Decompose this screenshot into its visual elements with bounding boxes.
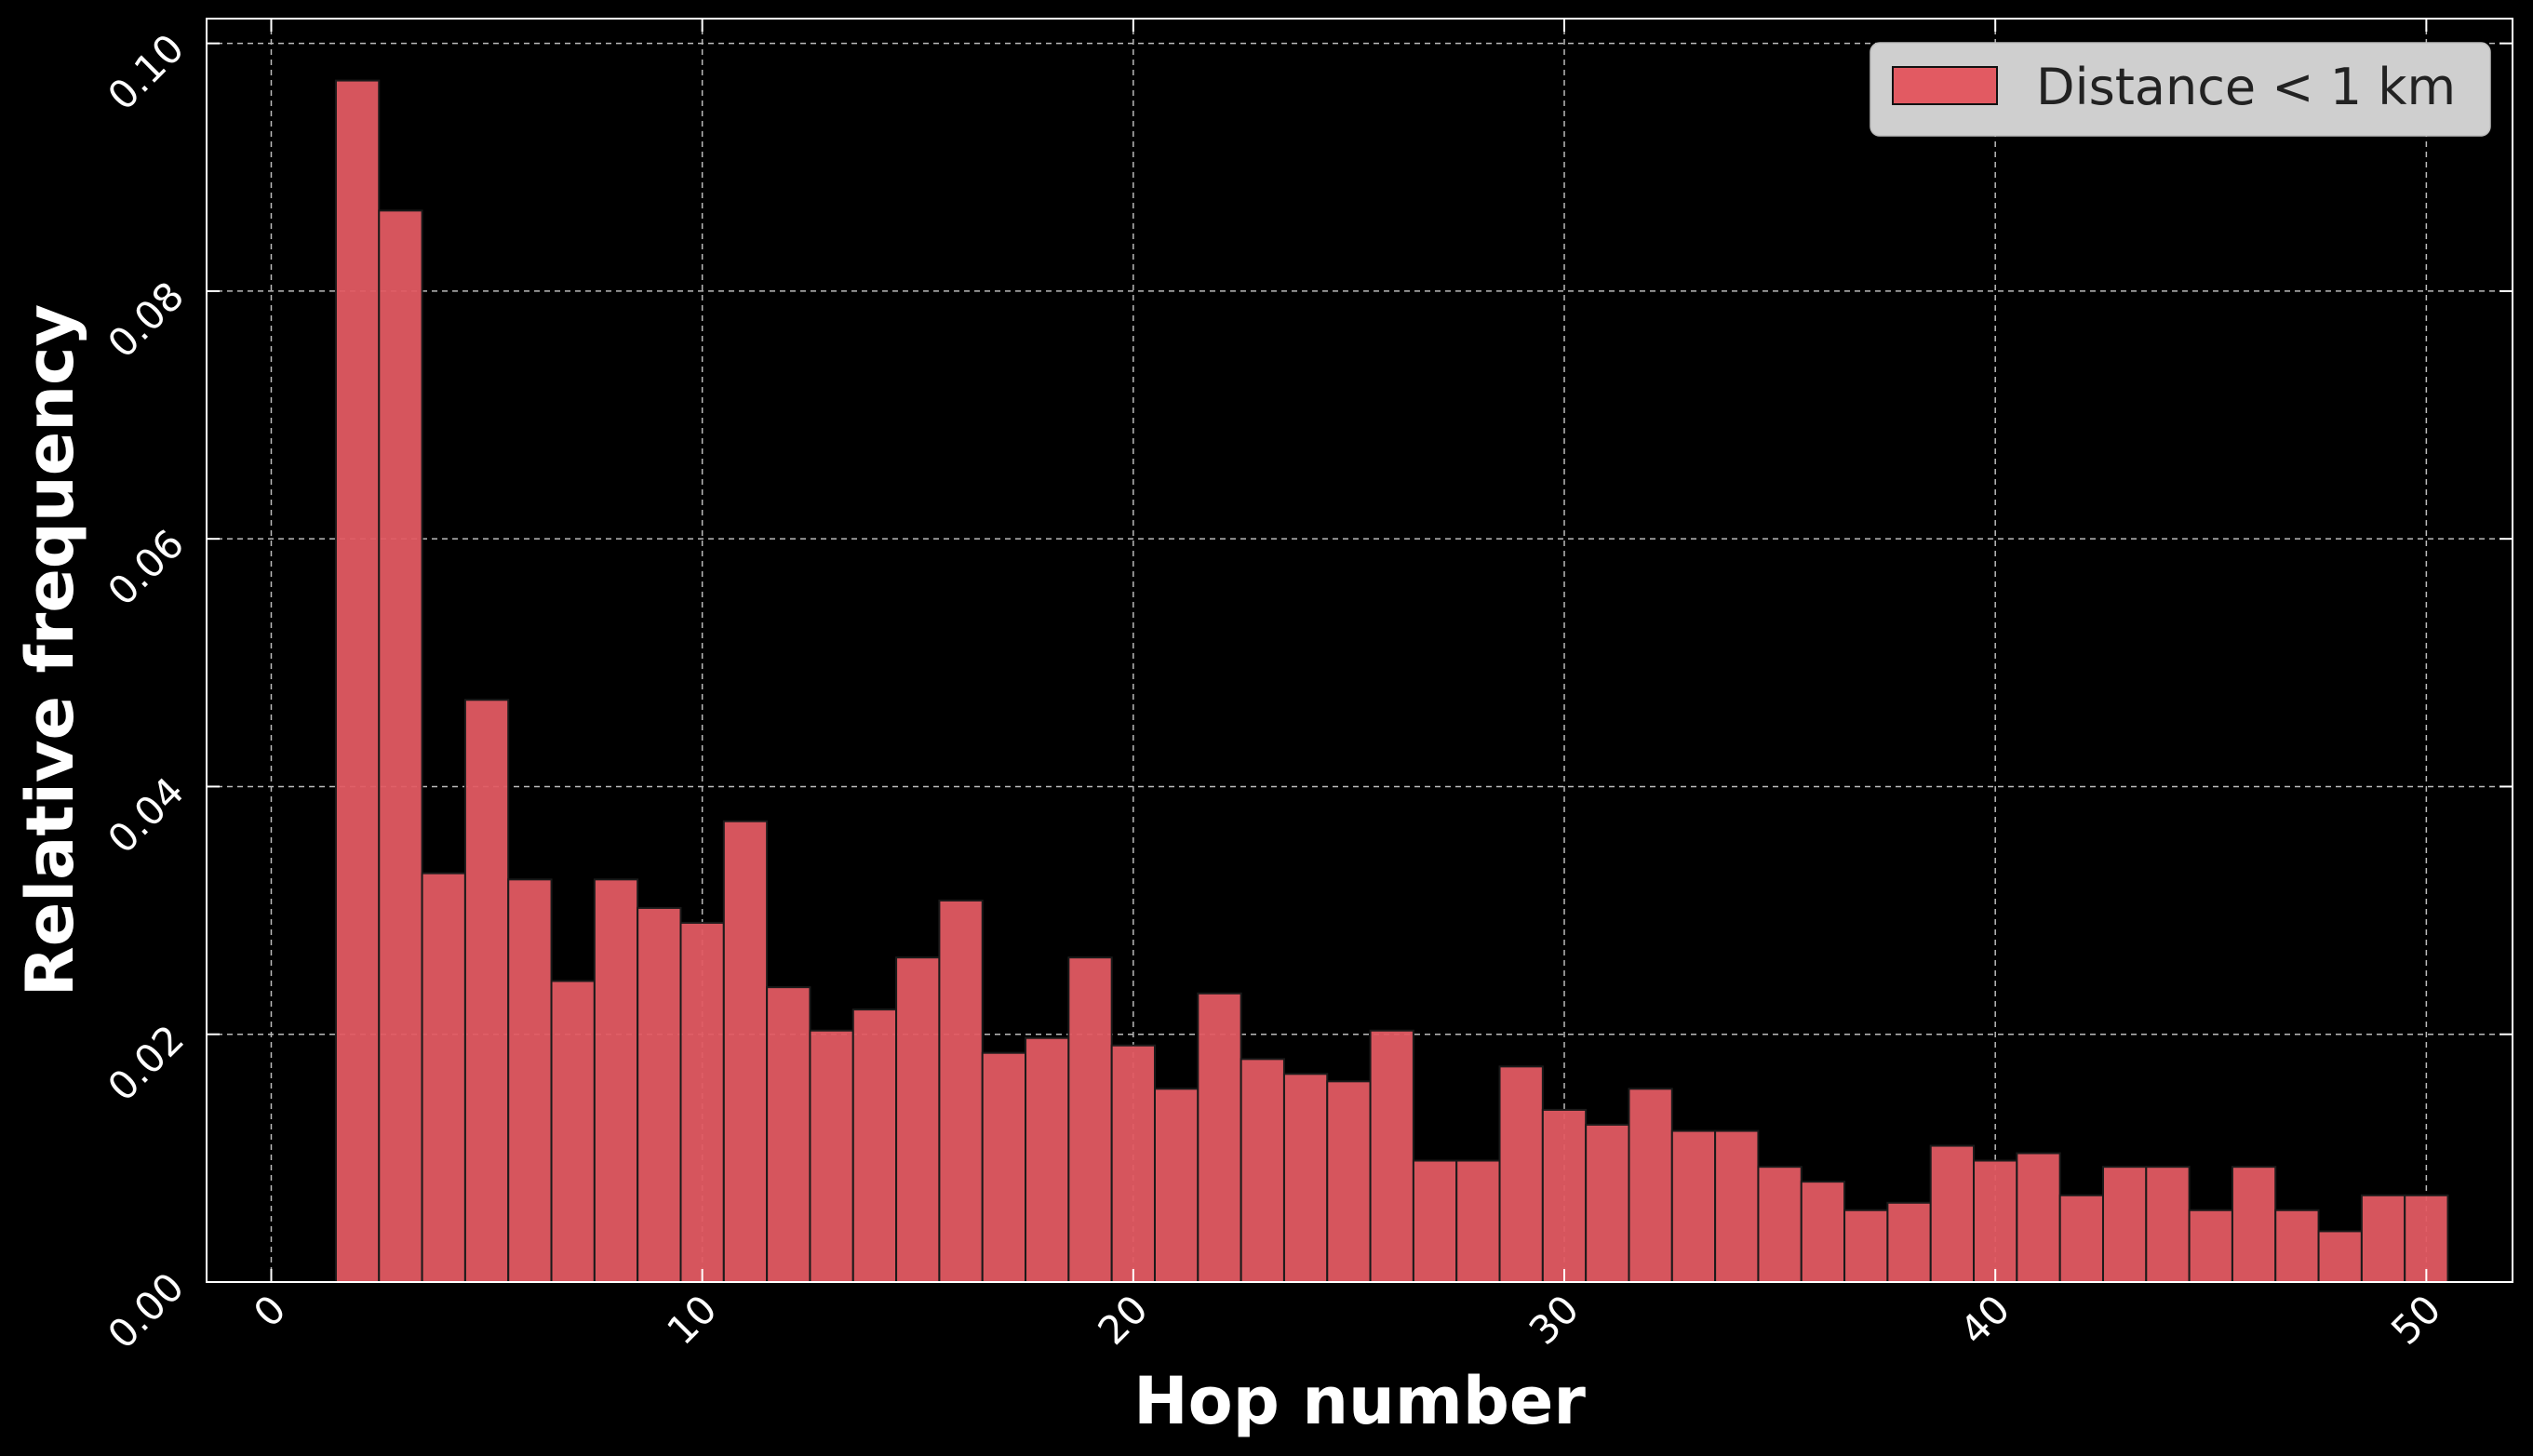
histogram-bar — [1110, 1044, 1156, 1284]
histogram-bar — [421, 872, 466, 1283]
histogram-bar — [1240, 1058, 1285, 1283]
x-tick-label: 40 — [1951, 1286, 2018, 1353]
histogram-bar — [1197, 992, 1242, 1283]
histogram-bar — [334, 79, 381, 1284]
histogram-bar — [851, 1009, 898, 1283]
histogram-bar — [1369, 1029, 1414, 1283]
histogram-bar — [1326, 1080, 1372, 1283]
x-tick-label: 0 — [245, 1286, 295, 1336]
histogram-bar — [1757, 1166, 1803, 1284]
x-tick-label: 50 — [2382, 1286, 2449, 1353]
y-tick-label: 0.02 — [99, 1016, 193, 1110]
histogram-bar — [1929, 1144, 1976, 1284]
histogram-bar — [2145, 1166, 2191, 1284]
y-axis-label: Relative frequency — [12, 304, 88, 996]
histogram-bar — [463, 699, 510, 1283]
histogram-bar — [1025, 1036, 1070, 1283]
x-tick-label: 20 — [1089, 1286, 1156, 1353]
histogram-bar — [895, 956, 941, 1284]
histogram-bar — [1886, 1201, 1932, 1283]
legend-box — [1870, 42, 2491, 137]
histogram-bar — [2360, 1194, 2406, 1284]
y-tick-label: 0.06 — [99, 521, 193, 615]
histogram-bar — [1973, 1159, 2018, 1284]
y-tick-label: 0.00 — [99, 1263, 193, 1357]
histogram-bar — [809, 1029, 854, 1283]
histogram-bar — [2404, 1194, 2449, 1284]
histogram-bar — [766, 986, 811, 1283]
histogram-bar — [2231, 1166, 2277, 1284]
histogram-bar — [1282, 1073, 1329, 1284]
histogram-bar — [1153, 1088, 1199, 1284]
histogram-bar — [1067, 956, 1113, 1284]
histogram-bar — [378, 209, 423, 1283]
histogram-bar — [593, 878, 639, 1283]
histogram-bar — [1541, 1108, 1588, 1283]
histogram-bar — [1412, 1159, 1458, 1284]
histogram-bar — [938, 899, 984, 1283]
histogram-bar — [550, 980, 596, 1283]
histogram-bar — [1585, 1123, 1630, 1283]
legend-label: Distance < 1 km — [2036, 58, 2456, 116]
x-tick-label: 30 — [1521, 1286, 1588, 1353]
legend: Distance < 1 km — [1870, 42, 2491, 137]
histogram-bar — [2058, 1194, 2104, 1284]
y-tick-label: 0.08 — [99, 273, 193, 367]
histogram-bar — [2101, 1166, 2148, 1284]
histogram-bar — [2317, 1230, 2363, 1283]
histogram-bar — [2016, 1152, 2061, 1283]
plot-frame — [206, 18, 2513, 1283]
histogram-bar — [1714, 1129, 1760, 1283]
histogram-bar — [1628, 1088, 1673, 1284]
histogram-bar — [637, 906, 682, 1283]
histogram-bar — [722, 820, 769, 1284]
histogram-bar — [1800, 1181, 1846, 1283]
histogram-bar — [2274, 1209, 2320, 1283]
x-tick-label: 10 — [658, 1286, 725, 1353]
y-tick-label: 0.04 — [99, 768, 193, 862]
histogram-bar — [2188, 1209, 2233, 1283]
legend-swatch — [1892, 66, 1998, 105]
histogram-bar — [1498, 1065, 1544, 1284]
histogram-bar — [981, 1051, 1027, 1283]
histogram-bar — [507, 878, 553, 1283]
histogram-bar — [679, 921, 725, 1284]
y-tick-label: 0.10 — [99, 25, 193, 119]
x-axis-label: Hop number — [1133, 1363, 1586, 1439]
histogram-bar — [1455, 1159, 1501, 1284]
bars — [334, 79, 2449, 1284]
histogram-bar — [1843, 1209, 1889, 1283]
histogram-bar — [1670, 1129, 1717, 1283]
